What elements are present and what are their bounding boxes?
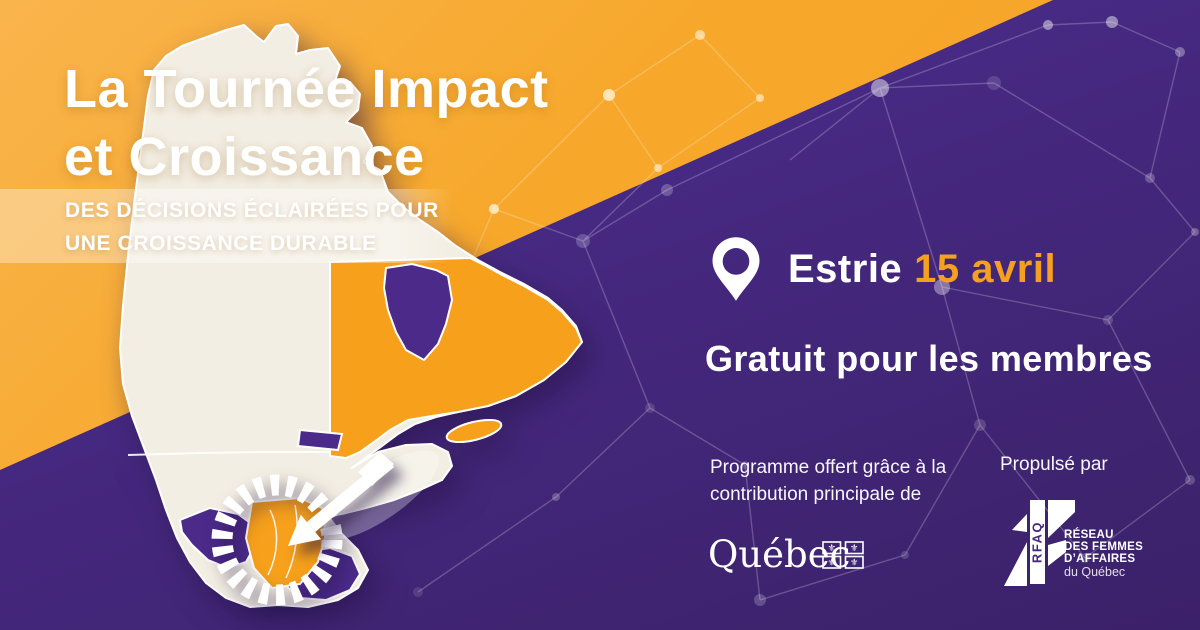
subtitle-line1: DES DÉCISIONS ÉCLAIRÉES POUR xyxy=(65,199,439,222)
subtitle-band xyxy=(0,189,452,263)
free-for-members-note: Gratuit pour les membres xyxy=(705,338,1153,379)
fleur-de-lis-icon: ⚜ xyxy=(850,543,859,554)
fleur-de-lis-icon: ⚜ xyxy=(850,558,859,569)
title-line1: La Tournée Impact xyxy=(64,59,549,119)
rfaq-line3: D’AFFAIRES xyxy=(1064,553,1136,565)
event-date: 15 avril xyxy=(914,247,1057,291)
event-location: Estrie xyxy=(788,247,903,291)
rfaq-line1: RÉSEAU xyxy=(1064,529,1114,541)
event-row: Estrie 15 avril xyxy=(788,247,1056,292)
page-title: La Tournée Impact et Croissance xyxy=(64,55,549,191)
quebec-flag-icon: ⚜ ⚜ ⚜ ⚜ xyxy=(822,541,864,569)
rfaq-acronym: RFAQ xyxy=(1030,521,1045,563)
sponsor-intro-line2: contribution principale de xyxy=(710,484,922,505)
rfaq-logo-icon: RFAQ xyxy=(1004,500,1075,586)
subtitle-line2: UNE CROISSANCE DURABLE xyxy=(65,232,377,255)
subtitle: DES DÉCISIONS ÉCLAIRÉES POUR UNE CROISSA… xyxy=(65,194,439,260)
fleur-de-lis-icon: ⚜ xyxy=(827,558,836,569)
rfaq-line4: du Québec xyxy=(1064,565,1126,579)
location-pin-icon xyxy=(712,237,760,301)
powered-by-label: Propulsé par xyxy=(1000,454,1108,475)
fleur-de-lis-icon: ⚜ xyxy=(827,543,836,554)
sponsor-intro-line1: Programme offert grâce à la xyxy=(710,457,947,478)
rfaq-logo-text: RÉSEAU DES FEMMES D’AFFAIRES du Québec xyxy=(1064,529,1143,579)
title-line2: et Croissance xyxy=(64,127,425,187)
sponsor-intro: Programme offert grâce à la contribution… xyxy=(710,454,946,508)
quebec-logo: Québec xyxy=(708,533,851,576)
rfaq-line2: DES FEMMES xyxy=(1064,541,1144,553)
